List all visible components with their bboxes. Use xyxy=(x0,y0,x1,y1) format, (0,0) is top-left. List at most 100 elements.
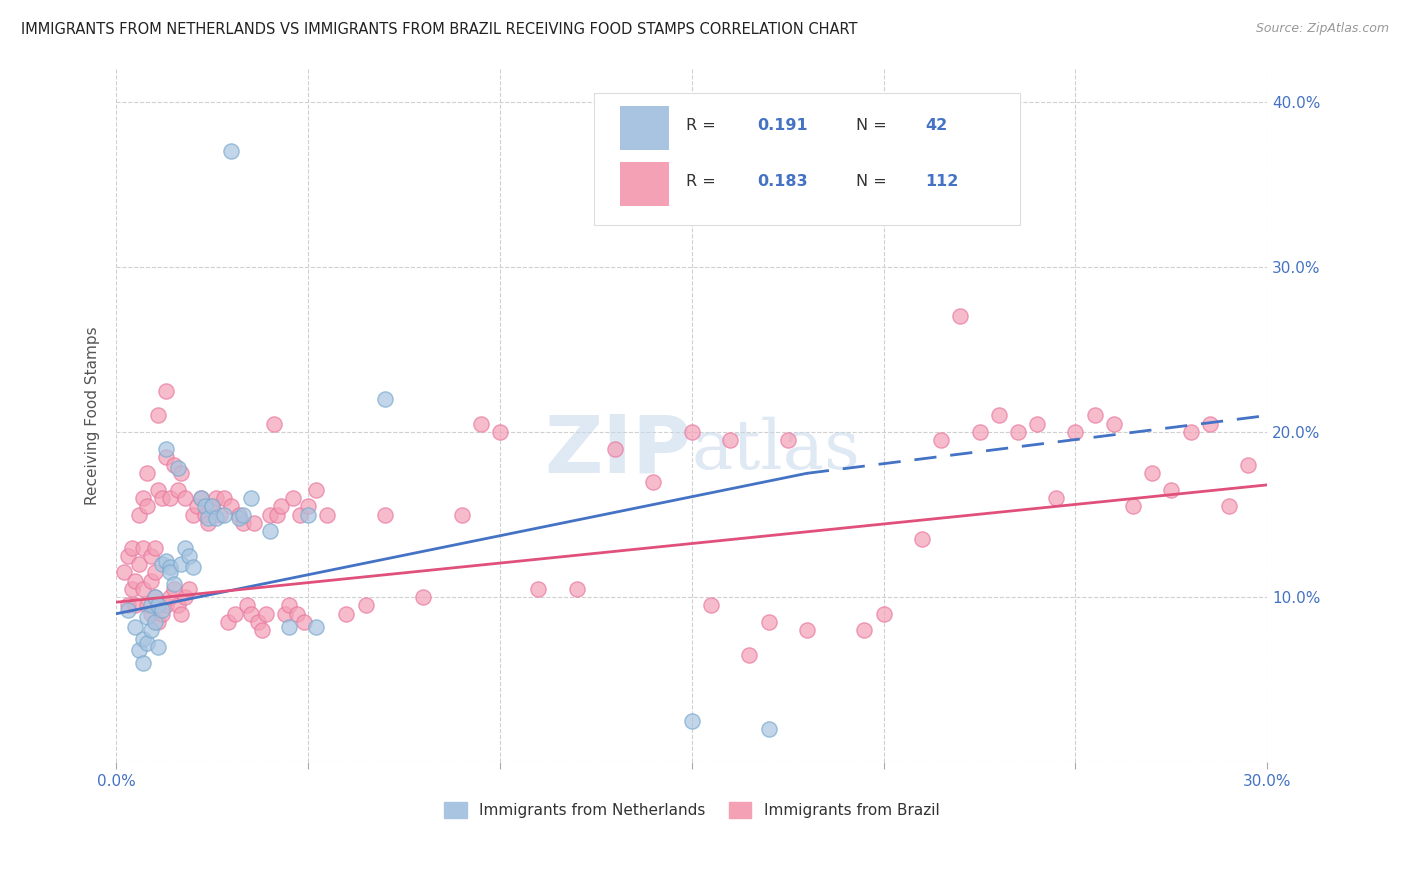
Point xyxy=(121,541,143,555)
Point xyxy=(1064,425,1087,439)
Point xyxy=(205,511,228,525)
Point xyxy=(128,508,150,522)
Point xyxy=(117,603,139,617)
Text: R =: R = xyxy=(686,175,721,189)
Point xyxy=(250,624,273,638)
Point xyxy=(136,636,159,650)
Point xyxy=(159,560,181,574)
Point xyxy=(776,434,799,448)
Point xyxy=(527,582,550,596)
Text: 0.183: 0.183 xyxy=(758,175,808,189)
Point xyxy=(758,615,780,629)
Point xyxy=(190,491,212,505)
Point xyxy=(643,475,665,489)
Text: 0.191: 0.191 xyxy=(758,119,808,133)
Point xyxy=(277,620,299,634)
FancyBboxPatch shape xyxy=(593,93,1019,225)
Point xyxy=(718,434,741,448)
Point xyxy=(872,607,894,621)
Point xyxy=(565,582,588,596)
Point xyxy=(929,434,952,448)
Point xyxy=(1142,467,1164,481)
Point xyxy=(148,599,170,613)
Point xyxy=(179,549,201,563)
Point xyxy=(139,599,162,613)
Point xyxy=(297,508,319,522)
Text: R =: R = xyxy=(686,119,721,133)
Point xyxy=(136,599,159,613)
Point xyxy=(1084,409,1107,423)
Point xyxy=(758,723,780,737)
Point xyxy=(179,582,201,596)
Point xyxy=(232,516,254,530)
Point xyxy=(212,491,235,505)
Point xyxy=(143,615,166,629)
FancyBboxPatch shape xyxy=(620,106,669,150)
Point xyxy=(132,582,155,596)
Point xyxy=(1026,417,1049,431)
Point xyxy=(170,467,193,481)
FancyBboxPatch shape xyxy=(620,162,669,206)
Point xyxy=(193,508,215,522)
Point xyxy=(263,417,285,431)
Point xyxy=(170,557,193,571)
Point xyxy=(155,599,177,613)
Point xyxy=(143,566,166,580)
Point xyxy=(163,577,186,591)
Point xyxy=(335,607,357,621)
Point xyxy=(316,508,339,522)
Point xyxy=(148,615,170,629)
Point xyxy=(1218,500,1240,514)
Point xyxy=(217,615,239,629)
Point xyxy=(305,620,328,634)
Point xyxy=(181,508,204,522)
Point xyxy=(112,566,135,580)
Legend: Immigrants from Netherlands, Immigrants from Brazil: Immigrants from Netherlands, Immigrants … xyxy=(439,796,946,824)
Point xyxy=(148,483,170,497)
Point xyxy=(681,714,703,728)
Point xyxy=(190,491,212,505)
Point xyxy=(155,442,177,456)
Point xyxy=(259,508,281,522)
Point xyxy=(117,599,139,613)
Point xyxy=(969,425,991,439)
Point xyxy=(911,533,934,547)
Point xyxy=(155,554,177,568)
Point xyxy=(132,491,155,505)
Point xyxy=(1122,500,1144,514)
Text: atlas: atlas xyxy=(692,417,860,483)
Text: Source: ZipAtlas.com: Source: ZipAtlas.com xyxy=(1256,22,1389,36)
Point xyxy=(136,500,159,514)
Point xyxy=(117,549,139,563)
Point xyxy=(374,508,396,522)
Point xyxy=(354,599,377,613)
Point xyxy=(174,491,197,505)
Point xyxy=(143,591,166,605)
Point xyxy=(412,591,434,605)
Point xyxy=(221,144,243,158)
Point xyxy=(1102,417,1125,431)
Text: 42: 42 xyxy=(925,119,948,133)
Point xyxy=(1007,425,1029,439)
Point xyxy=(166,483,188,497)
Point xyxy=(163,458,186,472)
Y-axis label: Receiving Food Stamps: Receiving Food Stamps xyxy=(86,326,100,505)
Point xyxy=(224,607,246,621)
Point xyxy=(1045,491,1067,505)
Point xyxy=(186,500,208,514)
Point xyxy=(124,620,146,634)
Point xyxy=(174,591,197,605)
Point xyxy=(232,508,254,522)
Point xyxy=(290,508,312,522)
Point xyxy=(174,541,197,555)
Point xyxy=(136,467,159,481)
Point xyxy=(239,607,262,621)
Point xyxy=(247,615,270,629)
Point xyxy=(170,607,193,621)
Text: N =: N = xyxy=(856,175,893,189)
Point xyxy=(181,560,204,574)
Point xyxy=(1237,458,1260,472)
Point xyxy=(270,500,292,514)
Point xyxy=(243,516,266,530)
Point xyxy=(124,574,146,588)
